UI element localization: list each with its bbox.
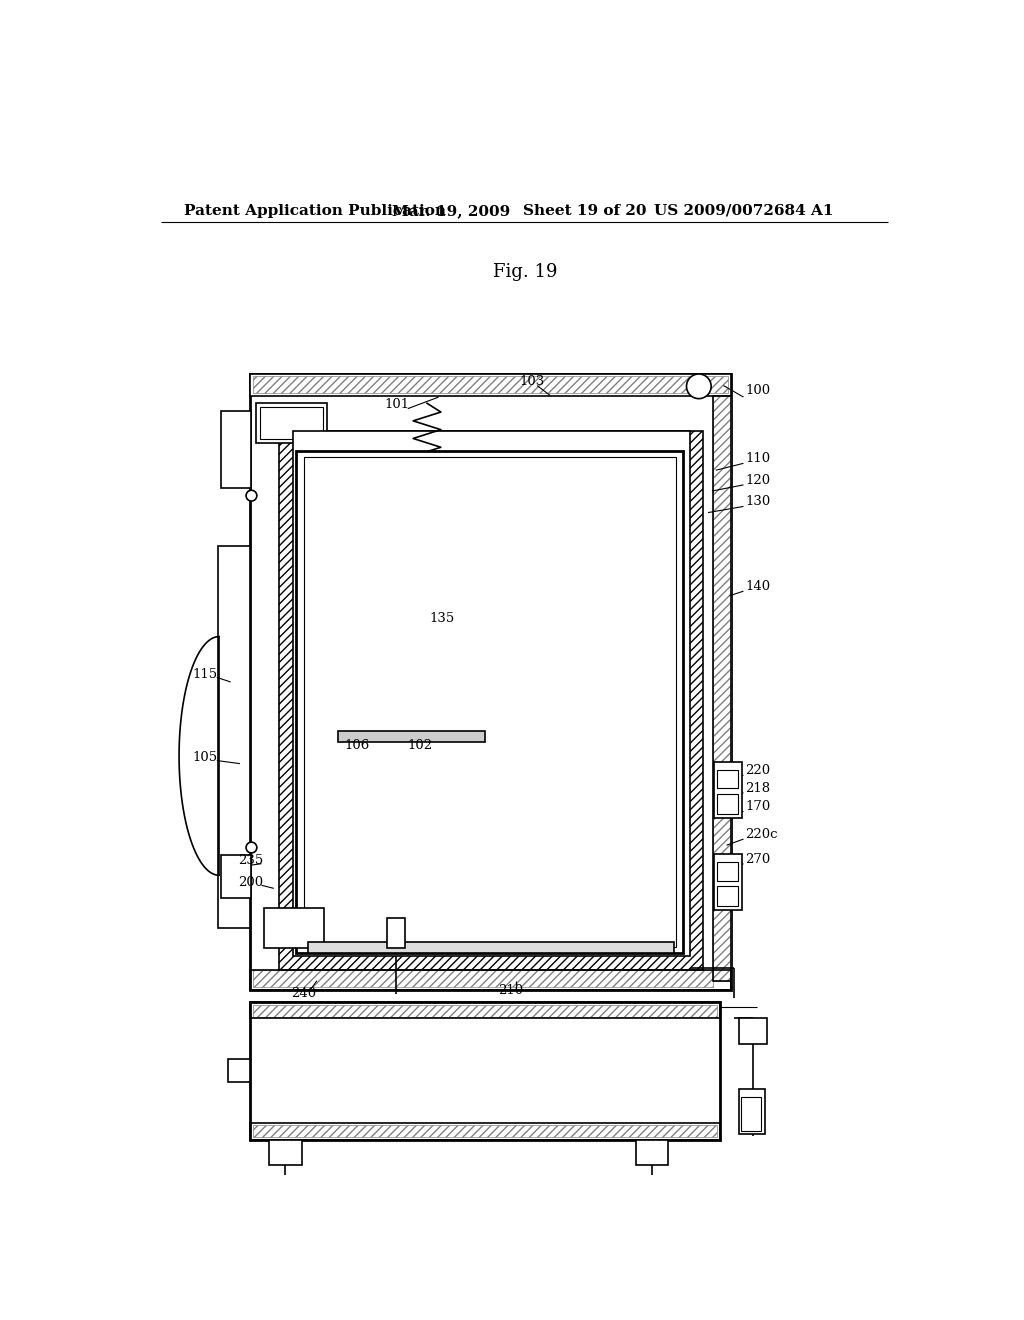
Bar [253,376,728,393]
Bar [636,1140,668,1164]
Text: 210: 210 [499,983,523,997]
Text: 220c: 220c [745,828,777,841]
Text: 120: 120 [745,474,770,487]
Circle shape [246,490,257,502]
Bar [293,430,689,956]
Text: 235: 235 [239,854,263,867]
Text: 110: 110 [745,453,770,465]
Bar [264,908,324,948]
Bar [250,1002,720,1140]
Text: US 2009/0072684 A1: US 2009/0072684 A1 [654,203,834,218]
Bar [714,854,742,909]
Text: 100: 100 [745,384,770,397]
Bar [269,1140,301,1164]
Text: 130: 130 [745,495,770,508]
Bar [717,886,738,906]
Text: 270: 270 [745,853,770,866]
Bar [717,770,738,788]
Bar [741,1097,761,1131]
Text: Patent Application Publication: Patent Application Publication [184,203,446,218]
Text: Fig. 19: Fig. 19 [493,264,557,281]
Bar [220,855,252,898]
Text: 218: 218 [745,781,770,795]
Circle shape [246,842,257,853]
Text: 101: 101 [385,399,410,412]
Bar [250,1123,720,1140]
Text: Mar. 19, 2009: Mar. 19, 2009 [392,203,511,218]
Bar [296,451,683,953]
Bar [256,404,327,444]
Bar [250,970,731,990]
Bar [250,374,731,396]
Bar [714,762,742,817]
Bar [713,396,731,981]
Bar [253,1125,717,1137]
Text: 105: 105 [193,751,217,764]
Text: 106: 106 [345,739,370,751]
Bar [308,942,674,953]
Bar [739,1018,767,1044]
Bar [228,1059,250,1082]
Bar [260,407,323,440]
Text: 170: 170 [745,800,770,813]
Text: 200: 200 [239,875,263,888]
Bar [387,919,406,948]
Bar [339,731,484,742]
Bar [280,432,703,970]
Bar [713,396,731,981]
Text: 102: 102 [408,739,433,751]
Text: 103: 103 [519,375,545,388]
Bar [253,970,713,987]
Bar [717,862,738,880]
Text: 240: 240 [291,987,315,1001]
Bar [250,1002,720,1019]
Text: 135: 135 [429,612,455,626]
Bar [253,1005,717,1016]
Bar [739,1089,765,1134]
Bar [220,411,252,488]
Bar [217,546,250,928]
Text: 115: 115 [193,668,217,681]
Bar [250,374,731,990]
Text: Sheet 19 of 20: Sheet 19 of 20 [523,203,647,218]
Bar [717,793,738,813]
Text: 220: 220 [745,764,770,777]
Text: 140: 140 [745,579,770,593]
Bar [304,457,676,946]
Circle shape [686,374,711,399]
